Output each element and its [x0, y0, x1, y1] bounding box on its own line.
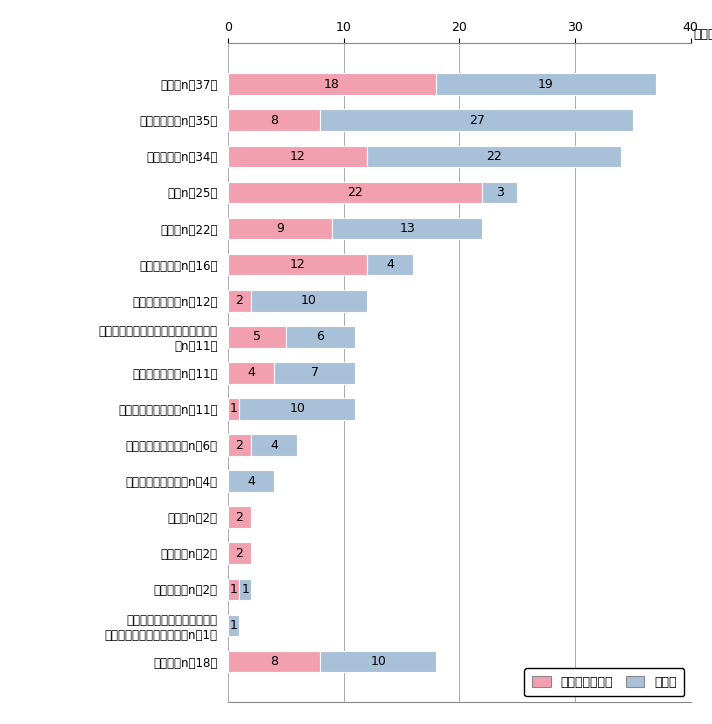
Text: 2: 2: [236, 510, 244, 523]
Bar: [483, 182, 517, 203]
Text: 8: 8: [270, 114, 278, 127]
Text: 3: 3: [496, 186, 503, 199]
Text: 22: 22: [486, 150, 502, 163]
Text: 4: 4: [247, 475, 255, 487]
Bar: [228, 506, 251, 528]
Text: 5: 5: [253, 330, 261, 343]
Bar: [239, 578, 251, 600]
Text: 18: 18: [324, 77, 340, 90]
Bar: [239, 398, 355, 420]
Bar: [228, 651, 320, 673]
Bar: [367, 254, 413, 275]
Text: 4: 4: [270, 439, 278, 452]
Bar: [251, 290, 367, 311]
Text: 2: 2: [236, 439, 244, 452]
Bar: [228, 615, 239, 636]
Text: 6: 6: [316, 330, 325, 343]
Bar: [228, 471, 274, 492]
Bar: [274, 362, 355, 384]
Bar: [228, 254, 367, 275]
Bar: [228, 218, 332, 240]
Bar: [320, 651, 436, 673]
Text: 4: 4: [247, 366, 255, 379]
Text: 1: 1: [230, 619, 238, 632]
Text: 12: 12: [289, 258, 305, 271]
Bar: [286, 326, 355, 348]
Bar: [251, 434, 298, 456]
Text: 12: 12: [289, 150, 305, 163]
Bar: [228, 362, 274, 384]
Text: 1: 1: [230, 403, 238, 416]
Bar: [228, 542, 251, 564]
Bar: [228, 434, 251, 456]
Bar: [228, 326, 286, 348]
Legend: 性范罪・性暴力, その他: 性范罪・性暴力, その他: [525, 668, 684, 696]
Bar: [228, 146, 367, 167]
Text: 1: 1: [241, 583, 249, 596]
Text: 8: 8: [270, 655, 278, 668]
Bar: [228, 73, 436, 95]
Bar: [228, 398, 239, 420]
Bar: [228, 182, 483, 203]
Text: 10: 10: [370, 655, 386, 668]
Text: （件）: （件）: [693, 28, 712, 41]
Bar: [367, 146, 621, 167]
Text: 22: 22: [347, 186, 363, 199]
Text: 2: 2: [236, 547, 244, 560]
Text: 27: 27: [468, 114, 485, 127]
Text: 10: 10: [301, 294, 317, 307]
Text: 4: 4: [386, 258, 394, 271]
Bar: [228, 290, 251, 311]
Text: 13: 13: [399, 222, 415, 235]
Bar: [332, 218, 483, 240]
Text: 1: 1: [230, 583, 238, 596]
Text: 2: 2: [236, 294, 244, 307]
Text: 19: 19: [538, 77, 554, 90]
Bar: [228, 578, 239, 600]
Bar: [228, 109, 320, 131]
Text: 9: 9: [276, 222, 284, 235]
Bar: [320, 109, 633, 131]
Text: 10: 10: [289, 403, 305, 416]
Text: 7: 7: [310, 366, 318, 379]
Bar: [436, 73, 656, 95]
